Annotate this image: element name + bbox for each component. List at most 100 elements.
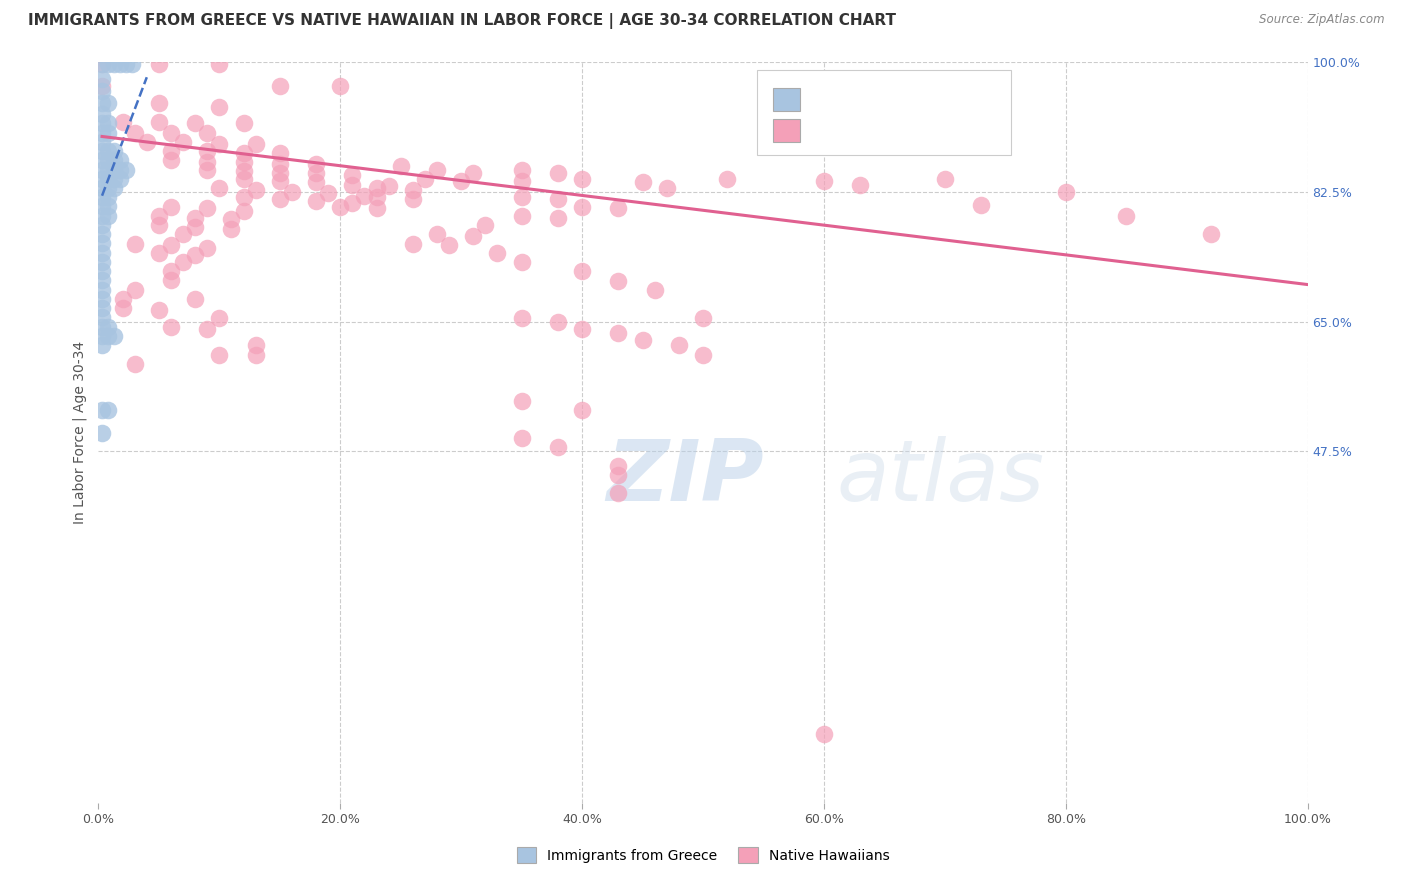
Point	[269, 193, 291, 207]
Point	[342, 168, 364, 182]
Point	[305, 175, 328, 189]
Point	[108, 57, 131, 71]
Point	[111, 114, 134, 128]
FancyBboxPatch shape	[758, 70, 1011, 155]
Point	[813, 174, 835, 188]
Point	[571, 322, 593, 336]
Point	[607, 486, 630, 500]
Point	[208, 181, 231, 195]
Point	[160, 200, 183, 214]
Text: -0.269: -0.269	[845, 120, 900, 135]
Point	[692, 310, 714, 325]
Point	[245, 338, 267, 352]
Point	[91, 292, 114, 306]
Point	[269, 157, 291, 171]
Point	[195, 322, 218, 336]
Point	[510, 431, 533, 445]
Point	[91, 190, 114, 204]
Point	[668, 338, 690, 352]
Text: 110: 110	[950, 120, 983, 135]
Point	[934, 171, 956, 186]
Point	[631, 175, 654, 189]
Point	[607, 326, 630, 340]
Point	[97, 162, 120, 177]
FancyBboxPatch shape	[773, 88, 800, 111]
Point	[232, 190, 254, 204]
Point	[195, 155, 218, 169]
Point	[269, 166, 291, 180]
Point	[510, 310, 533, 325]
Point	[1054, 185, 1077, 199]
Point	[353, 188, 375, 202]
Text: R =: R =	[806, 120, 834, 135]
Point	[486, 245, 509, 260]
Point	[91, 116, 114, 130]
Point	[232, 116, 254, 130]
Point	[305, 157, 328, 171]
Point	[1115, 209, 1137, 223]
Point	[160, 153, 183, 168]
Text: ZIP: ZIP	[606, 435, 763, 518]
Point	[208, 100, 231, 114]
Point	[97, 209, 120, 223]
Point	[91, 236, 114, 251]
Point	[91, 84, 114, 98]
Point	[437, 238, 460, 252]
Point	[97, 181, 120, 195]
Point	[108, 153, 131, 168]
Point	[97, 171, 120, 186]
Point	[232, 145, 254, 160]
Point	[402, 236, 425, 251]
Point	[97, 126, 120, 140]
Point	[97, 328, 120, 343]
Point	[232, 171, 254, 186]
Point	[184, 293, 207, 307]
Point	[571, 200, 593, 214]
Point	[148, 303, 170, 318]
Point	[172, 227, 194, 242]
Text: 0.270: 0.270	[845, 88, 894, 103]
Point	[269, 79, 291, 94]
Point	[111, 293, 134, 307]
Point	[547, 211, 569, 225]
Point	[91, 273, 114, 287]
Point	[91, 283, 114, 297]
Point	[103, 57, 125, 71]
Point	[510, 209, 533, 223]
Point	[160, 264, 183, 278]
Point	[366, 181, 388, 195]
Point	[510, 162, 533, 177]
Text: IMMIGRANTS FROM GREECE VS NATIVE HAWAIIAN IN LABOR FORCE | AGE 30-34 CORRELATION: IMMIGRANTS FROM GREECE VS NATIVE HAWAIIA…	[28, 13, 896, 29]
Point	[547, 193, 569, 207]
Point	[607, 274, 630, 288]
Point	[91, 107, 114, 121]
Legend: Immigrants from Greece, Native Hawaiians: Immigrants from Greece, Native Hawaiians	[509, 840, 897, 870]
Point	[121, 57, 143, 71]
Point	[148, 114, 170, 128]
Point	[232, 203, 254, 218]
Point	[148, 245, 170, 260]
Point	[91, 145, 114, 159]
Point	[195, 145, 218, 159]
Point	[91, 218, 114, 232]
Point	[232, 164, 254, 178]
Point	[115, 162, 138, 177]
Point	[644, 283, 666, 297]
Point	[91, 328, 114, 343]
Text: R =: R =	[806, 88, 834, 103]
Point	[208, 348, 231, 362]
Point	[97, 319, 120, 334]
Point	[849, 178, 872, 192]
Point	[377, 179, 399, 194]
Point	[221, 212, 243, 227]
Point	[97, 403, 120, 417]
Point	[97, 96, 120, 111]
Point	[91, 425, 114, 440]
Point	[91, 403, 114, 417]
Point	[160, 273, 183, 287]
Point	[547, 441, 569, 455]
Point	[91, 338, 114, 352]
Point	[366, 202, 388, 216]
Point	[103, 171, 125, 186]
Point	[305, 194, 328, 208]
